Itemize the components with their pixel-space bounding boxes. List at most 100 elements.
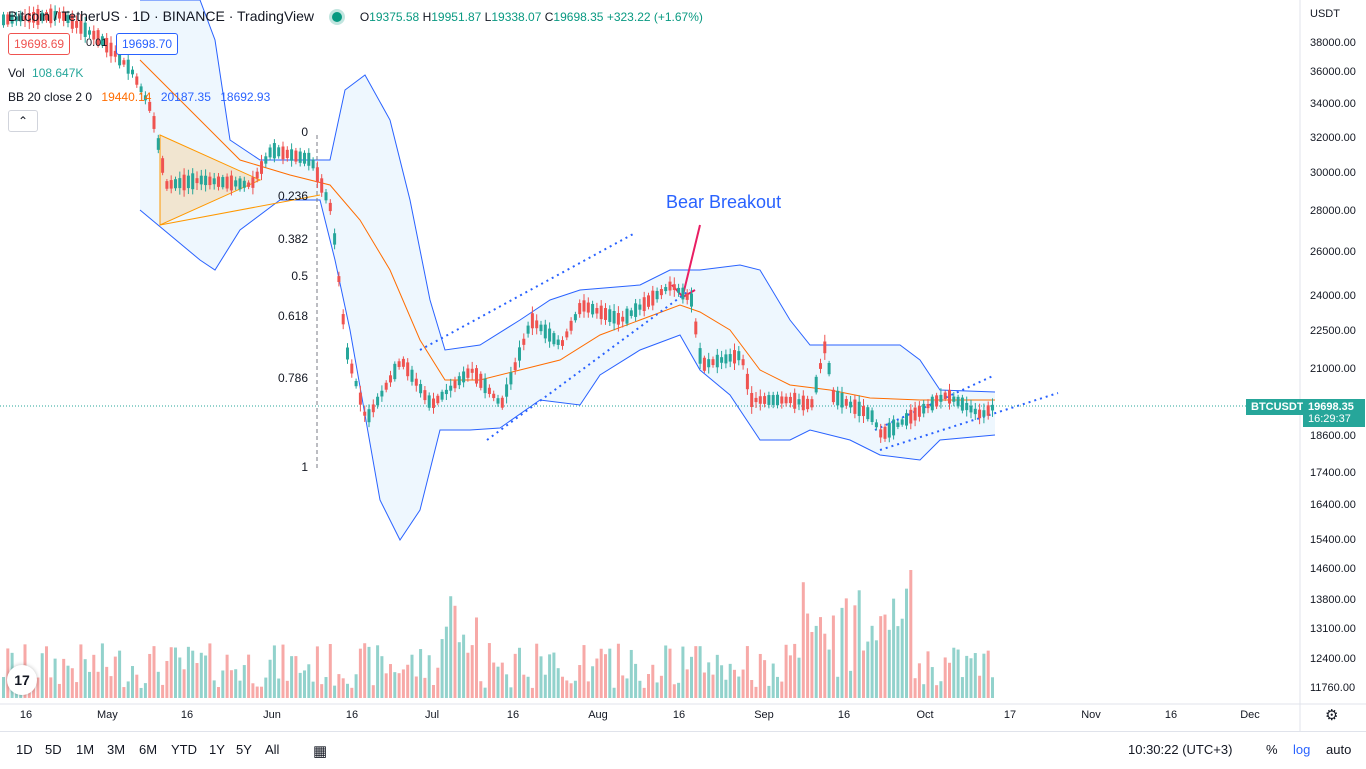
volume-bar [668, 648, 672, 698]
percent-scale-toggle[interactable]: % [1266, 742, 1278, 757]
candle-body [862, 405, 865, 417]
volume-bar [320, 684, 324, 698]
price-chart[interactable]: 0 0.236 0.382 0.5 0.618 0.786 1 [0, 0, 1366, 731]
candle-body [57, 11, 61, 19]
volume-bar [143, 683, 147, 698]
volume-bar [629, 649, 633, 698]
volume-bar [935, 685, 939, 698]
triangle-lower-edge [159, 194, 321, 226]
timeframe-3m[interactable]: 3M [107, 742, 126, 757]
candle-body [483, 378, 487, 394]
candle-body [148, 101, 152, 111]
candle-body [767, 395, 771, 405]
timeframe-5y[interactable]: 5Y [236, 742, 252, 757]
candle-body [66, 15, 70, 24]
bb-legend[interactable]: BB 20 close 2 0 19440.14 20187.35 18692.… [8, 90, 271, 104]
timeframe-1d[interactable]: 1D [16, 742, 33, 757]
candle-body [337, 276, 341, 283]
timeframe-5d[interactable]: 5D [45, 742, 62, 757]
volume-bar [879, 616, 883, 698]
volume-bar [251, 683, 255, 698]
bear-breakout-label[interactable]: Bear Breakout [666, 192, 782, 212]
volume-bar [788, 655, 792, 698]
timeframe-ytd[interactable]: YTD [171, 742, 197, 757]
candle-body [952, 396, 956, 402]
candle-body [659, 288, 663, 296]
log-scale-toggle[interactable]: log [1293, 742, 1311, 757]
volume-bar [311, 681, 315, 698]
currency-selector[interactable]: USDT [1310, 8, 1340, 20]
price-tick-label: 17400.00 [1310, 467, 1356, 479]
candle-body [913, 407, 917, 421]
candle-body [672, 284, 676, 290]
volume-bar [556, 668, 560, 698]
candle-body [926, 404, 930, 409]
volume-bar [432, 684, 435, 698]
volume-bar [982, 653, 986, 698]
volume-bar [698, 646, 702, 698]
volume-bar [100, 643, 104, 698]
ohlc-values: O19375.58 H19951.87 L19338.07 C19698.35 … [359, 10, 703, 24]
volume-bar [642, 687, 646, 698]
candle-body [10, 14, 14, 24]
candle-body [982, 410, 986, 417]
volume-legend[interactable]: Vol 108.647K [8, 66, 84, 80]
candle-body [960, 397, 964, 411]
time-tick-label: 16 [180, 709, 194, 721]
candle-body [702, 357, 706, 371]
candle-body [88, 30, 91, 35]
candle-body [500, 397, 504, 408]
volume-bar [397, 673, 401, 698]
settings-gear-icon[interactable]: ⚙ [1325, 707, 1339, 724]
volume-bar [492, 662, 496, 698]
candle-body [199, 175, 203, 185]
candle-body [380, 390, 384, 397]
calendar-goto-icon[interactable]: ▦ [313, 743, 328, 760]
timeframe-1y[interactable]: 1Y [209, 742, 225, 757]
sell-button[interactable]: 19698.69 [8, 33, 71, 55]
fib-level-label: 1 [301, 460, 308, 474]
volume-bar [182, 669, 186, 698]
volume-bar [229, 670, 233, 698]
candle-body [943, 392, 947, 400]
candle-body [440, 391, 444, 400]
volume-bar [79, 644, 83, 698]
candle-body [724, 354, 728, 364]
timeframe-1m[interactable]: 1M [76, 742, 95, 757]
tradingview-logo[interactable]: 17 [7, 665, 37, 695]
clock-timezone[interactable]: 10:30:22 (UTC+3) [1128, 742, 1233, 757]
volume-bar [358, 648, 362, 698]
volume-bar [354, 674, 358, 698]
candle-body [221, 177, 225, 188]
symbol-title[interactable]: Bitcoin / TetherUS · 1D · BINANCE · Trad… [8, 8, 315, 24]
chevron-up-icon[interactable]: ⌃ [8, 110, 38, 132]
candle-body [2, 14, 5, 26]
volume-bar [328, 644, 332, 698]
volume-bar [737, 676, 741, 698]
candle-body [449, 385, 453, 391]
candle-body [324, 192, 328, 201]
volume-bar [419, 649, 423, 698]
volume-bar [965, 655, 969, 698]
volume-bar [604, 654, 607, 698]
auto-scale-toggle[interactable]: auto [1326, 742, 1352, 757]
timeframe-6m[interactable]: 6M [139, 742, 158, 757]
candle-body [849, 401, 853, 408]
candle-body [793, 392, 797, 409]
time-tick-label: May [97, 709, 118, 721]
candle-body [290, 149, 294, 161]
volume-bar [444, 626, 448, 698]
volume-bar [36, 677, 40, 698]
candle-body [935, 395, 939, 407]
candle-body [457, 376, 461, 386]
candle-body [281, 146, 285, 160]
volume-bar [573, 680, 577, 698]
buy-button[interactable]: 19698.70 [116, 33, 179, 55]
last-price-tag: 19698.35 16:29:37 [1303, 399, 1365, 427]
candle-body [595, 308, 599, 314]
price-tick-label: 18600.00 [1310, 430, 1356, 442]
volume-bar [917, 663, 921, 698]
time-tick-label: 16 [837, 709, 851, 721]
timeframe-all[interactable]: All [265, 742, 280, 757]
candle-body [552, 333, 556, 345]
